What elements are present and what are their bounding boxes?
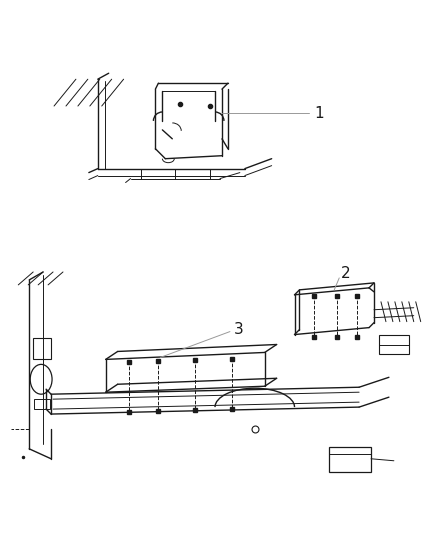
Text: 1: 1: [314, 107, 324, 122]
Bar: [379, 335, 409, 354]
Bar: [34, 399, 50, 409]
Bar: [329, 447, 371, 472]
Text: 3: 3: [234, 322, 244, 337]
Text: 2: 2: [341, 266, 351, 281]
Bar: [33, 337, 51, 359]
